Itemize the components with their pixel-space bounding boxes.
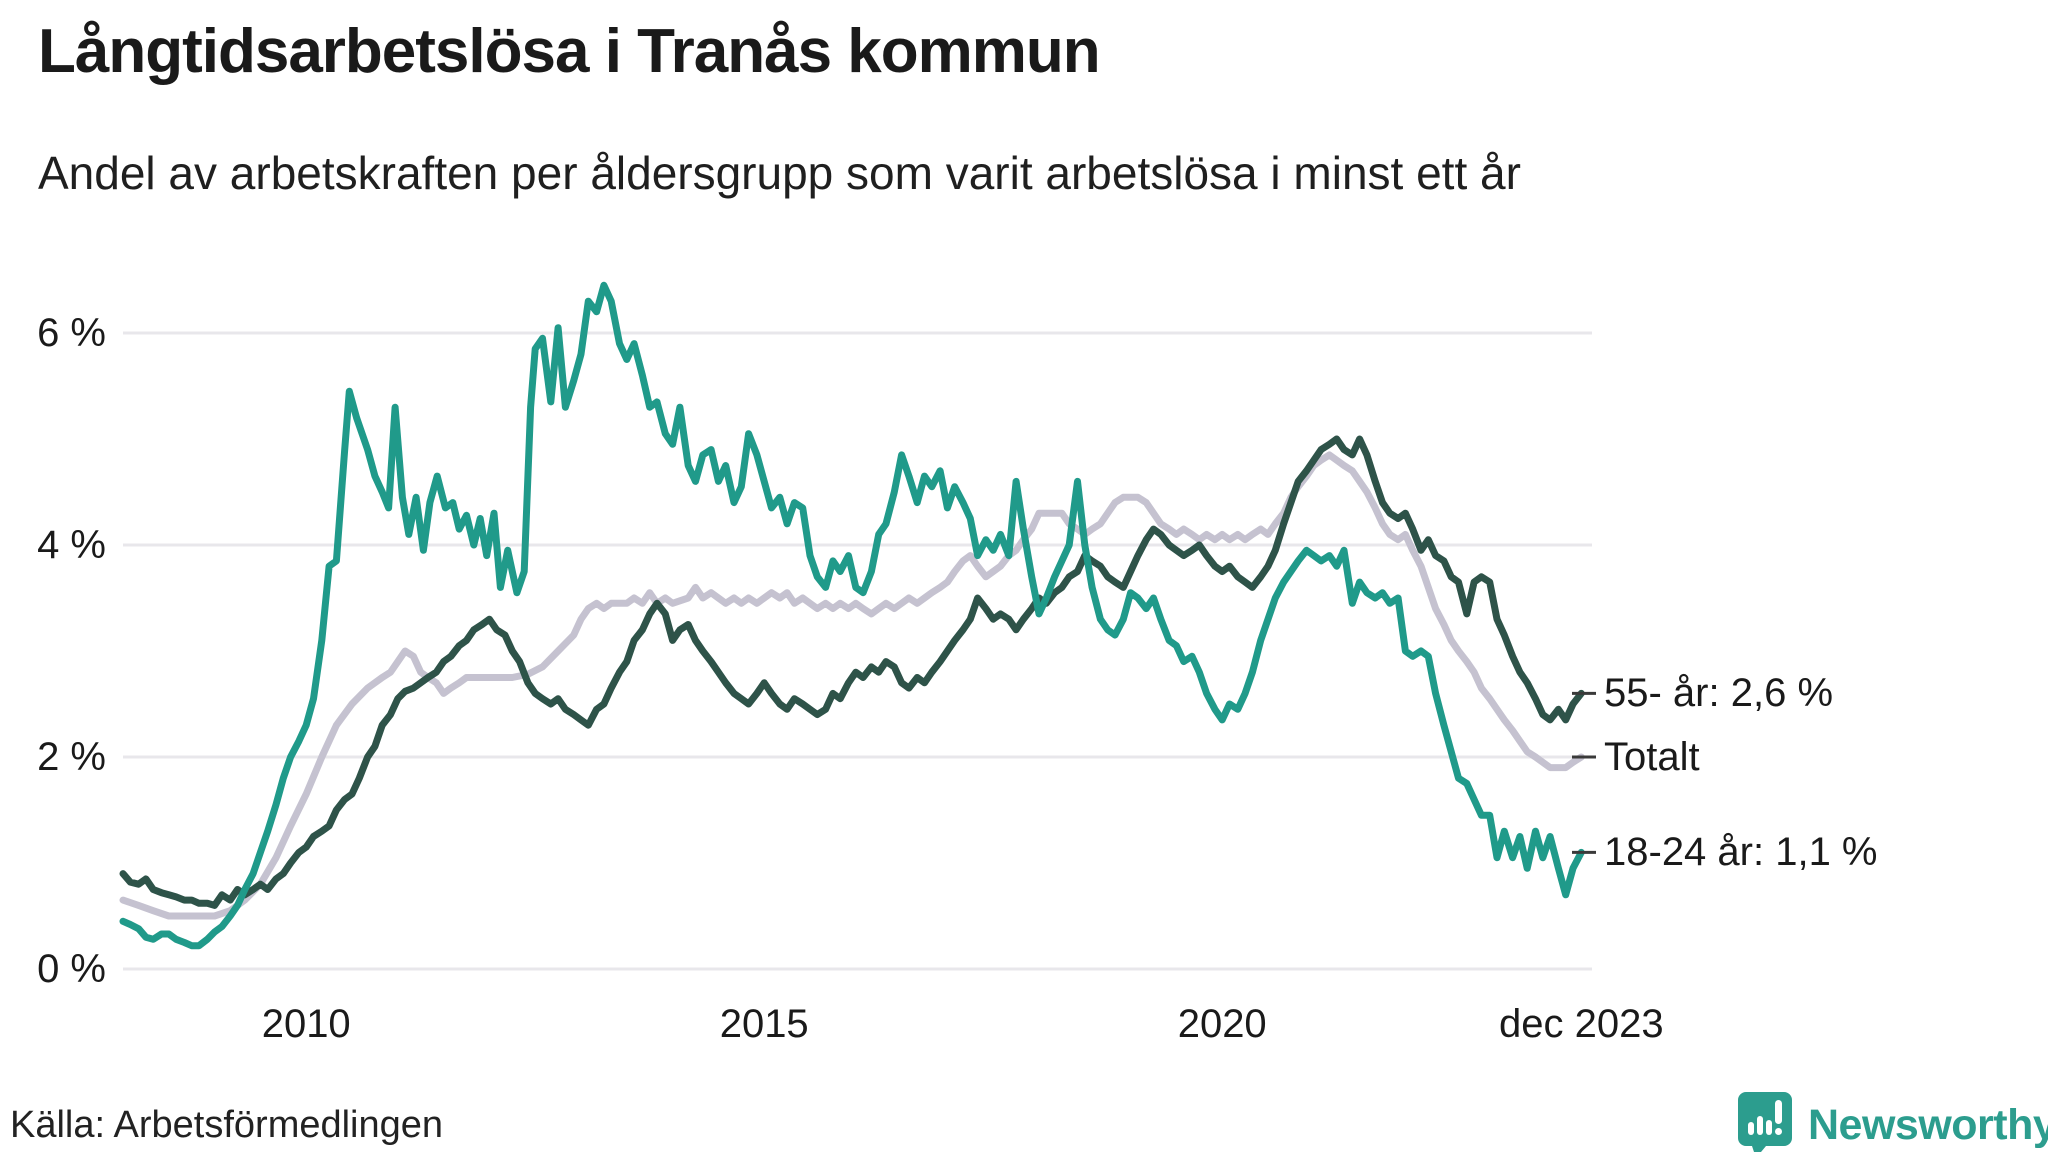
- series-end-label-55-ar: 55- år: 2,6 %: [1604, 671, 1834, 716]
- y-axis-label-0pct: 0 %: [37, 947, 106, 991]
- series-line-55-ar: [119, 435, 1585, 909]
- x-axis-label-2020: 2020: [1177, 1002, 1267, 1046]
- y-axis-label-4pct: 4 %: [37, 523, 106, 567]
- series-end-label-totalt: Totalt: [1604, 735, 1700, 779]
- logo-exclamation-dot: [1775, 1128, 1782, 1135]
- x-axis-label-2010: 2010: [261, 1002, 351, 1046]
- x-axis-label-2015: 2015: [719, 1002, 809, 1046]
- logo-bar-3: [1766, 1120, 1772, 1135]
- series-line-18-24-ar: [119, 281, 1585, 950]
- logo-bar-2: [1757, 1116, 1763, 1135]
- chart-subtitle: Andel av arbetskraften per åldersgrupp s…: [38, 147, 1521, 199]
- newsworthy-wordmark: Newsworthy: [1808, 1100, 2048, 1149]
- x-axis-label-dec-2023: dec 2023: [1498, 1002, 1664, 1046]
- y-axis-label-6pct: 6 %: [37, 311, 106, 355]
- logo-exclamation-stem: [1775, 1100, 1782, 1124]
- series-line-totalt: [119, 451, 1585, 920]
- series-end-label-18-24-ar: 18-24 år: 1,1 %: [1604, 830, 1878, 875]
- newsworthy-branding: Newsworthy: [1736, 1090, 2048, 1152]
- logo-bar-1: [1748, 1122, 1754, 1135]
- source-note: Källa: Arbetsförmedlingen: [10, 1104, 444, 1146]
- newsworthy-logo-icon: [1738, 1092, 1792, 1152]
- page-title: Långtidsarbetslösa i Tranås kommun: [38, 17, 1101, 86]
- y-axis-label-2pct: 2 %: [37, 735, 106, 779]
